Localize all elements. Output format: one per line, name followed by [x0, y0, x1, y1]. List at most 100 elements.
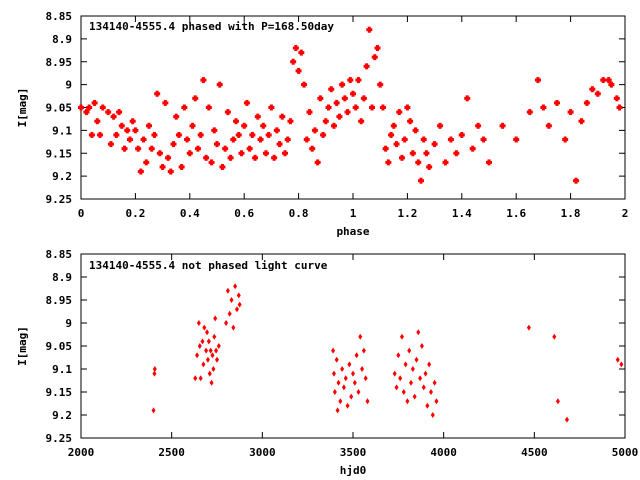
data-point	[425, 402, 430, 409]
data-point	[349, 393, 354, 400]
data-point	[152, 366, 157, 372]
data-point	[338, 398, 343, 405]
data-point-v	[327, 104, 331, 111]
data-point	[227, 310, 232, 317]
data-point-v	[427, 163, 431, 170]
data-point-v	[324, 118, 328, 125]
y-tick-label: 8.95	[46, 56, 73, 69]
data-point-v	[389, 131, 393, 138]
data-point-v	[487, 159, 491, 166]
data-point-v	[384, 145, 388, 152]
y-axis-label: I[mag]	[16, 326, 29, 366]
data-point-v	[579, 118, 583, 125]
data-point	[340, 366, 345, 372]
data-point-v	[555, 99, 559, 106]
x-tick-label: 5000	[612, 446, 639, 459]
data-point	[412, 393, 417, 400]
data-point-v	[397, 109, 401, 116]
data-point-v	[210, 159, 214, 166]
data-point-v	[392, 122, 396, 129]
data-point-v	[443, 159, 447, 166]
data-point-v	[264, 150, 268, 157]
data-point-v	[574, 177, 578, 184]
data-point	[345, 402, 350, 409]
data-point-v	[386, 159, 390, 166]
data-point-v	[365, 63, 369, 70]
y-tick-label: 8.85	[46, 248, 73, 261]
data-point	[233, 283, 238, 290]
data-point-v	[433, 141, 437, 148]
data-point	[334, 356, 339, 363]
data-point	[336, 379, 341, 386]
y-tick-label: 9.15	[46, 386, 73, 399]
data-point	[210, 352, 215, 359]
data-point	[195, 352, 200, 359]
data-point	[428, 389, 433, 395]
data-point	[396, 352, 401, 359]
y-tick-label: 8.95	[46, 294, 73, 307]
data-point	[343, 375, 348, 382]
data-point	[360, 366, 365, 372]
data-point-v	[79, 104, 83, 111]
data-point-v	[201, 77, 205, 84]
data-point	[416, 329, 421, 336]
data-point-v	[291, 58, 295, 65]
data-point	[405, 398, 410, 405]
data-point-v	[563, 136, 567, 143]
data-point-v	[95, 118, 99, 125]
data-point-v	[93, 99, 97, 106]
x-tick-label: 4500	[521, 446, 548, 459]
data-point	[392, 370, 397, 377]
x-tick-label: 0.8	[289, 207, 309, 220]
y-tick-label: 9.25	[46, 193, 73, 206]
y-tick-label: 9	[65, 79, 72, 92]
data-point-v	[182, 104, 186, 111]
data-point-v	[245, 99, 249, 106]
data-point-v	[239, 150, 243, 157]
data-point	[213, 315, 218, 322]
data-point-v	[275, 127, 279, 134]
data-point-v	[375, 45, 379, 52]
data-point-v	[171, 141, 175, 148]
data-point-v	[373, 54, 377, 61]
data-point-v	[356, 77, 360, 84]
data-point-v	[136, 145, 140, 152]
data-point	[410, 366, 415, 372]
data-point-v	[188, 150, 192, 157]
data-point-v	[123, 145, 127, 152]
data-point-v	[231, 136, 235, 143]
data-point-v	[229, 154, 233, 161]
data-point-v	[152, 131, 156, 138]
data-point	[331, 370, 336, 377]
data-point-v	[223, 145, 227, 152]
data-point-v	[400, 154, 404, 161]
data-point	[619, 361, 624, 368]
data-point-v	[569, 109, 573, 116]
data-point	[206, 338, 211, 345]
data-point-v	[288, 118, 292, 125]
data-point-v	[196, 145, 200, 152]
data-point	[198, 375, 203, 382]
chart-not-phased: 2000 2500 3000 3500 4000 4500 5000 8.85 8.9 8.95 9…	[16, 248, 638, 477]
data-point-v	[114, 131, 118, 138]
data-point-v	[207, 104, 211, 111]
data-point	[236, 292, 241, 299]
data-point-v	[541, 104, 545, 111]
data-point-v	[106, 109, 110, 116]
data-point-v	[193, 95, 197, 102]
data-point	[214, 347, 219, 354]
data-point-v	[180, 163, 184, 170]
data-point-v	[362, 95, 366, 102]
data-point	[399, 333, 404, 340]
y-tick-label: 9.2	[52, 170, 72, 183]
data-point-v	[98, 131, 102, 138]
data-point-v	[242, 122, 246, 129]
data-point-v	[139, 168, 143, 175]
data-point-v	[585, 99, 589, 106]
data-point-v	[204, 154, 208, 161]
data-point-v	[248, 145, 252, 152]
data-point	[151, 407, 156, 414]
data-point-v	[601, 77, 605, 84]
data-point-v	[348, 77, 352, 84]
data-point-v	[128, 136, 132, 143]
